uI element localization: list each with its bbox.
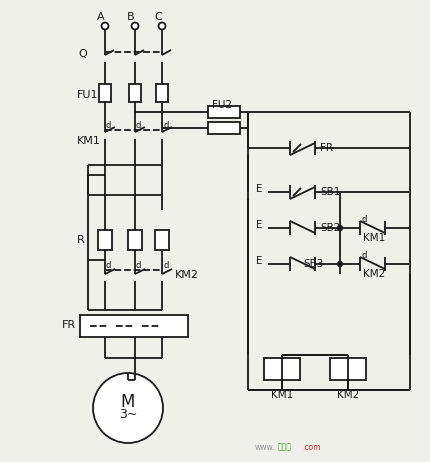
Text: d: d xyxy=(163,122,169,130)
Text: Q: Q xyxy=(78,49,87,59)
Text: C: C xyxy=(154,12,162,22)
Text: 3~: 3~ xyxy=(119,408,137,421)
Bar xyxy=(208,106,240,118)
Circle shape xyxy=(93,373,163,443)
Text: d: d xyxy=(136,122,141,130)
Bar xyxy=(155,230,169,250)
Text: FU2: FU2 xyxy=(212,100,232,110)
Text: KM2: KM2 xyxy=(363,269,385,279)
Bar xyxy=(156,84,168,102)
Circle shape xyxy=(132,23,138,30)
Text: SB3: SB3 xyxy=(303,259,323,269)
Text: E: E xyxy=(256,184,262,194)
Text: d: d xyxy=(163,261,169,269)
Circle shape xyxy=(338,225,343,231)
Text: KM1: KM1 xyxy=(77,136,101,146)
Text: d: d xyxy=(106,122,111,130)
Text: .com: .com xyxy=(302,443,320,451)
Bar xyxy=(208,122,240,134)
Text: d: d xyxy=(362,214,367,224)
Bar xyxy=(98,230,112,250)
Circle shape xyxy=(101,23,108,30)
Text: KM2: KM2 xyxy=(175,270,199,280)
Bar xyxy=(264,358,300,380)
Circle shape xyxy=(338,261,343,267)
Bar xyxy=(330,358,366,380)
Text: R: R xyxy=(77,235,85,245)
Text: M: M xyxy=(121,393,135,411)
Text: KM1: KM1 xyxy=(271,390,293,400)
Text: www.: www. xyxy=(255,443,275,451)
Circle shape xyxy=(159,23,166,30)
Text: E: E xyxy=(256,220,262,230)
Text: KM2: KM2 xyxy=(337,390,359,400)
Text: FR: FR xyxy=(320,143,333,153)
Text: d: d xyxy=(362,250,367,260)
Text: FR: FR xyxy=(62,320,76,330)
Text: 接线图: 接线图 xyxy=(278,443,292,451)
Text: FU1: FU1 xyxy=(77,90,98,100)
Bar xyxy=(99,84,111,102)
Bar xyxy=(129,84,141,102)
Text: KM1: KM1 xyxy=(363,233,385,243)
Text: d: d xyxy=(136,261,141,269)
Text: B: B xyxy=(127,12,135,22)
Text: A: A xyxy=(97,12,105,22)
Bar xyxy=(80,315,188,337)
Text: SB1: SB1 xyxy=(320,187,341,197)
Text: d: d xyxy=(106,261,111,269)
Text: SB2: SB2 xyxy=(320,223,341,233)
Bar xyxy=(128,230,142,250)
Text: E: E xyxy=(256,256,262,266)
